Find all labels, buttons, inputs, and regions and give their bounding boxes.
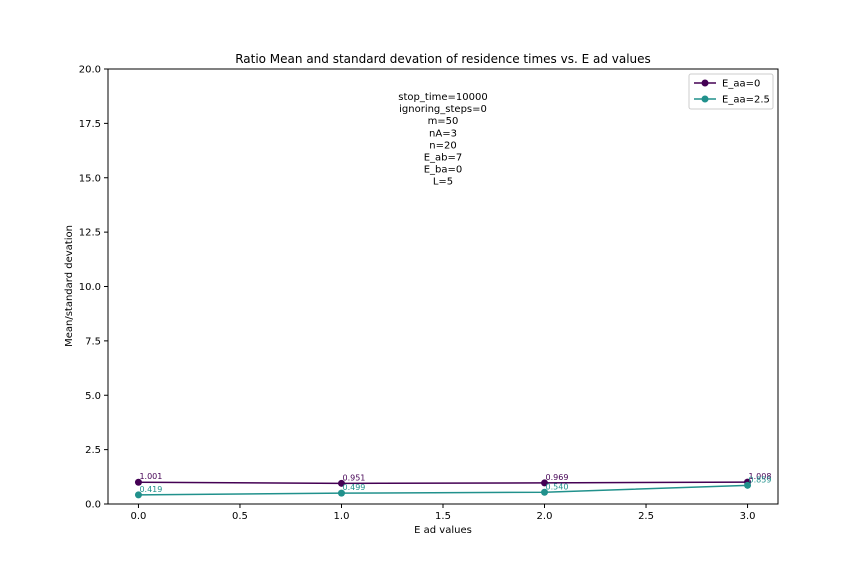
legend-marker <box>701 79 709 87</box>
series-line <box>138 481 748 485</box>
series-0: 1.001 0.951 0.969 1.008 <box>134 472 772 487</box>
annotation-line: n=20 <box>429 140 456 151</box>
y-tick-label: 17.5 <box>79 119 101 130</box>
data-point <box>541 488 549 496</box>
series-layer: 1.001 0.951 0.969 1.008 0.419 0.499 0.540 0.859 <box>134 472 772 499</box>
chart-title: Ratio Mean and standard devation of resi… <box>235 52 651 66</box>
legend-item: E_aa=0 <box>694 79 760 90</box>
x-axis-label: E ad values <box>414 525 472 536</box>
annotation-line: E_ab=7 <box>424 153 463 164</box>
data-label: 0.951 <box>342 473 365 482</box>
annotation-line: ignoring_steps=0 <box>399 104 487 115</box>
data-label: 1.008 <box>749 472 772 481</box>
data-label: 0.969 <box>546 473 569 482</box>
data-point <box>134 478 142 486</box>
legend-marker <box>701 95 709 103</box>
x-tick-label: 1.5 <box>435 511 451 522</box>
data-point <box>337 479 345 487</box>
series-line <box>138 484 748 496</box>
annotation-line: nA=3 <box>429 128 457 139</box>
data-label: 0.499 <box>342 483 365 492</box>
annotation-line: stop_time=10000 <box>398 92 487 103</box>
y-tick-label: 0.0 <box>85 500 101 511</box>
x-tick-label: 1.0 <box>334 511 350 522</box>
legend-label: E_aa=2.5 <box>722 95 770 106</box>
legend-label: E_aa=0 <box>722 79 760 90</box>
y-tick-label: 7.5 <box>85 336 101 347</box>
data-point <box>337 489 345 497</box>
y-tick-label: 20.0 <box>79 65 101 76</box>
x-tick-label: 0.0 <box>131 511 147 522</box>
y-axis-label: Mean/standard devation <box>64 225 75 347</box>
annotation-line: m=50 <box>428 116 459 127</box>
x-axis: 0.0 0.5 1.0 1.5 2.0 2.5 3.0 <box>131 504 756 522</box>
data-point <box>134 491 142 499</box>
y-tick-label: 2.5 <box>85 445 101 456</box>
legend-item: E_aa=2.5 <box>694 95 770 106</box>
data-point <box>541 479 549 487</box>
legend: E_aa=0 E_aa=2.5 <box>688 73 774 110</box>
data-label: 0.859 <box>749 475 772 484</box>
y-axis: 0.0 2.5 5.0 7.5 10.0 12.5 15.0 17.5 20.0 <box>79 65 108 511</box>
data-label: 1.001 <box>139 472 162 481</box>
parameter-annotation: stop_time=10000ignoring_steps=0m=50nA=3n… <box>398 92 487 188</box>
y-tick-label: 10.0 <box>79 282 101 293</box>
x-tick-label: 2.5 <box>638 511 654 522</box>
x-tick-label: 2.0 <box>537 511 553 522</box>
y-tick-label: 15.0 <box>79 173 101 184</box>
y-tick-label: 5.0 <box>85 391 101 402</box>
annotation-line: E_ba=0 <box>424 165 463 176</box>
x-tick-label: 3.0 <box>740 511 756 522</box>
data-label: 0.540 <box>546 482 569 491</box>
annotation-line: L=5 <box>433 177 453 188</box>
y-tick-label: 12.5 <box>79 228 101 239</box>
series-1: 0.419 0.499 0.540 0.859 <box>134 475 772 499</box>
x-tick-label: 0.5 <box>232 511 248 522</box>
data-point <box>744 481 752 489</box>
data-label: 0.419 <box>139 485 162 494</box>
